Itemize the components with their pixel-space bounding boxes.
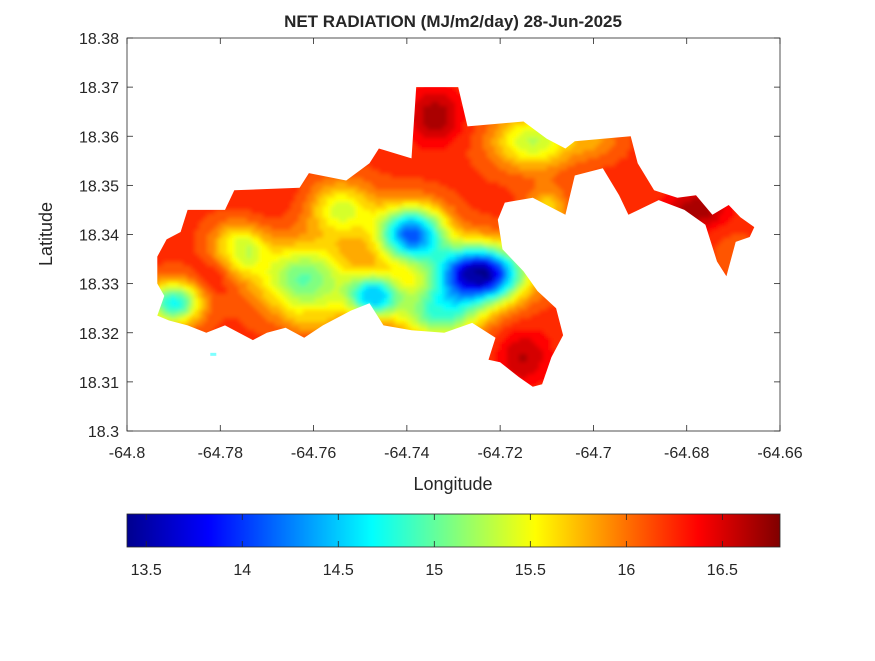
x-tick-label: -64.74 — [384, 445, 429, 462]
y-tick-label: 18.32 — [79, 326, 119, 343]
x-tick-label: -64.78 — [198, 445, 243, 462]
colorbar-tick-label: 15 — [425, 562, 443, 579]
x-tick-label: -64.8 — [109, 445, 146, 462]
y-tick-label: 18.3 — [88, 424, 119, 441]
y-tick-label: 18.36 — [79, 129, 119, 146]
chart-title: NET RADIATION (MJ/m2/day) 28-Jun-2025 — [284, 12, 622, 31]
x-tick-label: -64.68 — [664, 445, 709, 462]
y-tick-label: 18.31 — [79, 375, 119, 392]
colorbar — [127, 514, 780, 547]
colorbar-tick-label: 14.5 — [323, 562, 354, 579]
y-tick-label: 18.35 — [79, 178, 119, 195]
colorbar-tick-label: 13.5 — [131, 562, 162, 579]
y-tick-label: 18.34 — [79, 228, 119, 245]
x-tick-label: -64.76 — [291, 445, 336, 462]
y-tick-label: 18.33 — [79, 277, 119, 294]
y-axis-label: Latitude — [36, 202, 56, 266]
y-tick-label: 18.38 — [79, 31, 119, 48]
colorbar-tick-label: 15.5 — [515, 562, 546, 579]
y-tick-label: 18.37 — [79, 80, 119, 97]
colorbar-tick-label: 16 — [617, 562, 635, 579]
x-tick-label: -64.7 — [575, 445, 612, 462]
colorbar-tick-label: 14 — [233, 562, 251, 579]
x-tick-label: -64.66 — [757, 445, 802, 462]
colorbar-tick-label: 16.5 — [707, 562, 738, 579]
islet — [210, 353, 216, 356]
x-axis-label: Longitude — [413, 474, 492, 494]
x-tick-label: -64.72 — [477, 445, 522, 462]
